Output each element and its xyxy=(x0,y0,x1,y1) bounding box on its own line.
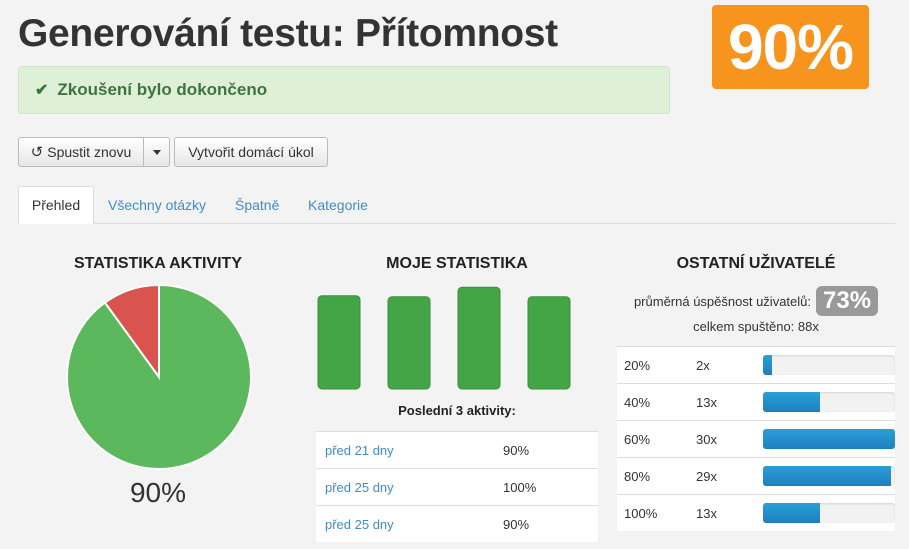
restart-dropdown-toggle[interactable] xyxy=(143,137,170,167)
activity-score: 100% xyxy=(494,468,598,506)
my-stats-bars xyxy=(317,286,571,390)
stat-bar xyxy=(387,296,431,390)
activity-score: 90% xyxy=(494,505,598,542)
table-row: 100% 13x xyxy=(617,494,895,531)
caret-down-icon xyxy=(152,149,161,155)
progress-fill xyxy=(763,392,821,412)
progress-bar xyxy=(763,503,895,523)
tab-categories[interactable]: Kategorie xyxy=(308,196,368,213)
activity-date-link[interactable]: před 25 dny xyxy=(316,505,494,542)
tab-wrong[interactable]: Špatně xyxy=(235,196,280,213)
total-runs-label: celkem spuštěno: 88x xyxy=(693,319,819,334)
bucket-count: 2x xyxy=(696,346,763,384)
tab-all-questions[interactable]: Všechny otázky xyxy=(108,196,207,213)
activities-table: před 21 dny 90% před 25 dny 100% před 25… xyxy=(316,431,598,542)
tabs-divider xyxy=(18,223,895,224)
pie-slice-wrong xyxy=(103,284,160,381)
progress-bar xyxy=(763,466,895,486)
bucket-count: 13x xyxy=(696,494,763,531)
progress-bar xyxy=(763,429,895,449)
activity-score: 90% xyxy=(494,431,598,469)
score-bucket: 20% xyxy=(617,346,696,384)
bucket-count: 29x xyxy=(696,457,763,495)
restart-label: Spustit znovu xyxy=(47,144,132,160)
progress-fill xyxy=(763,355,772,375)
page-title: Generování testu: Přítomnost xyxy=(18,12,558,55)
score-bucket: 40% xyxy=(617,383,696,421)
score-bucket: 60% xyxy=(617,420,696,458)
average-success-badge: 73% xyxy=(816,286,879,316)
score-badge: 90% xyxy=(712,5,869,89)
table-row: 40% 13x xyxy=(617,383,895,421)
table-row: před 25 dny 100% xyxy=(316,468,598,506)
alert-text: Zkoušení bylo dokončeno xyxy=(57,80,268,99)
table-row: 80% 29x xyxy=(617,457,895,495)
check-icon: ✔ xyxy=(35,82,49,99)
bucket-count: 13x xyxy=(696,383,763,421)
progress-fill xyxy=(763,429,895,449)
activity-stats-title: STATISTIKA AKTIVITY xyxy=(74,255,242,272)
my-stats-title: MOJE STATISTIKA xyxy=(386,255,528,272)
progress-bar xyxy=(763,355,895,375)
table-row: před 21 dny 90% xyxy=(316,431,598,469)
activity-pie-chart xyxy=(66,284,252,470)
progress-bar xyxy=(763,392,895,412)
other-users-title: OSTATNÍ UŽIVATELÉ xyxy=(676,255,836,272)
score-bucket: 80% xyxy=(617,457,696,495)
progress-fill xyxy=(763,466,891,486)
score-bucket: 100% xyxy=(617,494,696,531)
restart-button[interactable]: ↺ Spustit znovu xyxy=(18,137,144,167)
activity-date-link[interactable]: před 25 dny xyxy=(316,468,494,506)
success-alert: ✔ Zkoušení bylo dokončeno xyxy=(18,66,670,114)
tab-overview[interactable]: Přehled xyxy=(18,186,94,224)
table-row: 60% 30x xyxy=(617,420,895,458)
refresh-icon: ↺ xyxy=(30,144,44,161)
create-homework-button[interactable]: Vytvořit domácí úkol xyxy=(174,137,328,167)
bucket-count: 30x xyxy=(696,420,763,458)
table-row: před 25 dny 90% xyxy=(316,505,598,542)
average-success-line: průměrná úspěšnost uživatelů: 73% xyxy=(617,286,895,316)
average-success-label: průměrná úspěšnost uživatelů: xyxy=(633,293,811,309)
stat-bar xyxy=(527,296,571,390)
stat-bar xyxy=(317,295,361,390)
activity-percent-label: 90% xyxy=(129,477,187,508)
progress-fill xyxy=(763,503,821,523)
activity-date-link[interactable]: před 21 dny xyxy=(316,431,494,469)
table-row: 20% 2x xyxy=(617,346,895,384)
score-distribution-table: 20% 2x 40% 13x 60% 30x 80% 29x 100% 13x xyxy=(617,346,895,531)
last-activities-label: Poslední 3 aktivity: xyxy=(398,403,516,418)
stat-bar xyxy=(457,286,501,390)
